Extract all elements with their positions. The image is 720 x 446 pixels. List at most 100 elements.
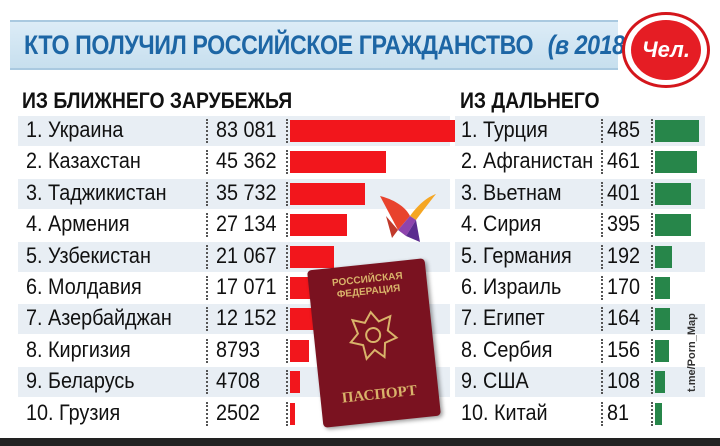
near-country-label: 2. Казахстан xyxy=(26,148,141,174)
near-country-label: 3. Таджикистан xyxy=(26,179,167,205)
near-separator xyxy=(206,150,208,175)
far-country-label: 3. Вьетнам xyxy=(461,179,562,205)
near-row: 2. Казахстан 45 362 xyxy=(18,147,450,177)
bird-logo-icon xyxy=(380,194,436,242)
far-row: 8. Сербия 156 xyxy=(455,336,705,366)
far-value-label: 401 xyxy=(607,179,641,205)
near-bar xyxy=(290,151,386,174)
watermark: t.me/Porn_Map xyxy=(686,313,698,392)
near-bar xyxy=(290,339,309,362)
near-separator xyxy=(286,401,288,426)
far-separator xyxy=(651,150,653,175)
near-country-label: 10. Грузия xyxy=(26,399,121,425)
far-value-label: 156 xyxy=(607,336,641,362)
far-bar xyxy=(655,402,663,425)
far-row: 6. Израиль 170 xyxy=(455,273,705,303)
header: КТО ПОЛУЧИЛ РОССИЙСКОЕ ГРАЖДАНСТВО (в 20… xyxy=(0,0,720,88)
far-separator xyxy=(601,276,603,300)
title-main-text: КТО ПОЛУЧИЛ РОССИЙСКОЕ ГРАЖДАНСТВО xyxy=(24,29,534,60)
far-separator xyxy=(651,244,653,269)
far-country-label: 8. Сербия xyxy=(461,336,553,362)
near-separator xyxy=(286,276,288,300)
far-section-title: ИЗ ДАЛЬНЕГО xyxy=(460,88,600,113)
far-separator xyxy=(601,370,603,395)
near-bar xyxy=(290,182,366,205)
near-country-label: 7. Азербайджан xyxy=(26,305,172,331)
far-country-label: 1. Турция xyxy=(461,117,548,142)
near-separator xyxy=(206,338,208,363)
near-separator xyxy=(286,150,288,175)
near-country-label: 5. Узбекистан xyxy=(26,242,151,268)
passport-label: ПАСПОРТ xyxy=(341,382,418,407)
far-row: 9. США 108 xyxy=(455,367,705,398)
coat-of-arms-icon xyxy=(349,310,399,361)
near-separator xyxy=(206,244,208,269)
near-bar xyxy=(290,245,335,268)
far-row: 5. Германия 192 xyxy=(455,241,705,272)
far-separator xyxy=(651,307,653,332)
page-title: КТО ПОЛУЧИЛ РОССИЙСКОЕ ГРАЖДАНСТВО (в 20… xyxy=(24,30,656,61)
near-row: 1. Украина 83 081 xyxy=(18,116,465,146)
far-row: 7. Египет 164 xyxy=(455,304,705,335)
near-separator xyxy=(286,119,288,143)
unit-badge-label: Чел. xyxy=(631,20,701,80)
far-country-label: 6. Израиль xyxy=(461,274,562,299)
near-country-label: 9. Беларусь xyxy=(26,368,135,394)
far-row: 4. Сирия 395 xyxy=(455,210,705,240)
far-country-label: 4. Сирия xyxy=(461,211,542,237)
near-separator xyxy=(206,213,208,238)
far-row: 2. Афганистан 461 xyxy=(455,147,705,177)
far-separator xyxy=(601,307,603,332)
title-banner: КТО ПОЛУЧИЛ РОССИЙСКОЕ ГРАЖДАНСТВО (в 20… xyxy=(10,20,656,70)
far-separator xyxy=(601,181,603,206)
far-bar xyxy=(655,151,697,174)
far-separator xyxy=(601,119,603,143)
near-value-label: 4708 xyxy=(216,368,261,394)
far-value-label: 485 xyxy=(607,117,641,142)
far-country-label: 9. США xyxy=(461,368,529,394)
far-value-label: 192 xyxy=(607,242,641,268)
far-row: 10. Китай 81 xyxy=(455,399,705,429)
near-value-label: 12 152 xyxy=(216,305,277,331)
far-separator xyxy=(601,150,603,175)
far-separator xyxy=(651,338,653,363)
near-value-label: 2502 xyxy=(216,399,261,425)
near-separator xyxy=(286,181,288,206)
far-value-label: 108 xyxy=(607,368,641,394)
unit-badge: Чел. xyxy=(622,12,710,88)
near-separator xyxy=(286,370,288,395)
near-separator xyxy=(206,307,208,332)
far-country-label: 10. Китай xyxy=(461,399,548,425)
far-bar xyxy=(655,308,670,331)
near-separator xyxy=(206,401,208,426)
far-bar xyxy=(655,371,665,394)
near-separator xyxy=(286,213,288,238)
near-bar xyxy=(290,402,296,425)
near-value-label: 8793 xyxy=(216,336,261,362)
far-separator xyxy=(601,401,603,426)
near-row: 10. Грузия 2502 xyxy=(18,399,450,429)
far-separator xyxy=(651,119,653,143)
near-separator xyxy=(206,370,208,395)
far-separator xyxy=(601,244,603,269)
near-separator xyxy=(286,307,288,332)
near-separator xyxy=(206,276,208,300)
far-separator xyxy=(601,213,603,238)
far-country-label: 5. Германия xyxy=(461,242,572,268)
near-country-label: 4. Армения xyxy=(26,211,130,237)
far-bar xyxy=(655,182,692,205)
near-value-label: 45 362 xyxy=(216,148,277,174)
near-country-label: 1. Украина xyxy=(26,117,124,142)
far-separator xyxy=(651,213,653,238)
far-country-label: 7. Египет xyxy=(461,305,545,331)
near-bar xyxy=(290,120,465,142)
near-value-label: 35 732 xyxy=(216,179,277,205)
far-separator xyxy=(601,338,603,363)
near-value-label: 17 071 xyxy=(216,274,277,299)
far-separator xyxy=(651,181,653,206)
far-bar xyxy=(655,245,673,268)
near-separator xyxy=(206,119,208,143)
far-value-label: 395 xyxy=(607,211,641,237)
footer-bar xyxy=(0,438,720,446)
near-country-label: 6. Молдавия xyxy=(26,274,142,299)
